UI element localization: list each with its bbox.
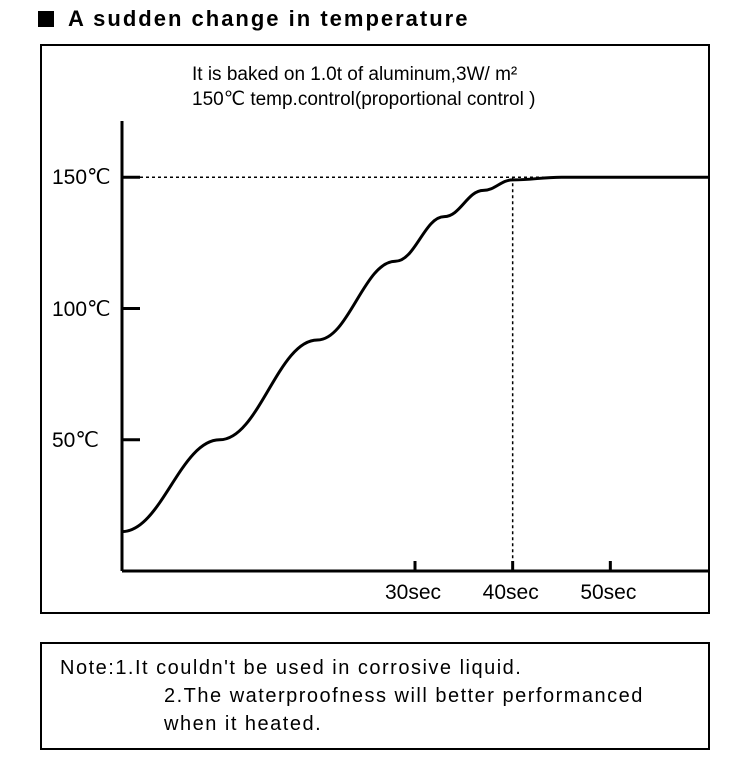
x-tick-label: 50sec bbox=[580, 581, 636, 605]
chart-frame: It is baked on 1.0t of aluminum,3W/ m² 1… bbox=[40, 44, 710, 614]
note-line-1: Note:1.It couldn't be used in corrosive … bbox=[60, 654, 690, 682]
x-tick-label: 40sec bbox=[483, 581, 539, 605]
notes-box: Note:1.It couldn't be used in corrosive … bbox=[40, 642, 710, 750]
temperature-curve-chart bbox=[42, 46, 708, 612]
note-line-2b: when it heated. bbox=[60, 710, 690, 738]
title-row: A sudden change in temperature bbox=[38, 6, 469, 32]
x-tick-label: 30sec bbox=[385, 581, 441, 605]
page: A sudden change in temperature It is bak… bbox=[0, 0, 750, 769]
y-tick-label: 100℃ bbox=[52, 297, 111, 322]
note-prefix: Note: bbox=[60, 657, 115, 679]
y-tick-label: 50℃ bbox=[52, 428, 99, 453]
page-title: A sudden change in temperature bbox=[68, 6, 469, 32]
y-tick-label: 150℃ bbox=[52, 165, 111, 190]
square-bullet-icon bbox=[38, 11, 54, 27]
note-item-1: 1.It couldn't be used in corrosive liqui… bbox=[115, 657, 522, 679]
note-line-2a: 2.The waterproofness will better perform… bbox=[60, 682, 690, 710]
